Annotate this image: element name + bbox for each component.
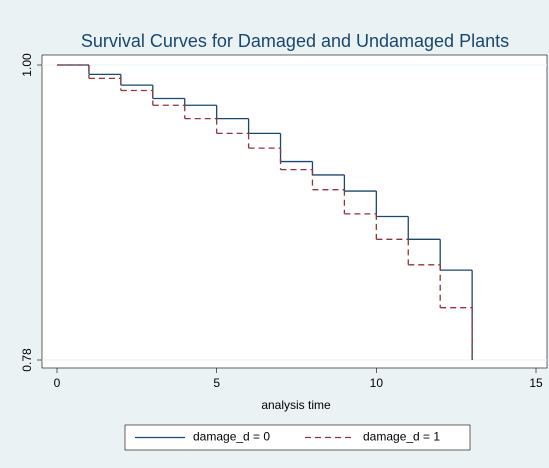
legend-label: damage_d = 0: [193, 430, 270, 444]
legend-label: damage_d = 1: [363, 430, 440, 444]
chart-title: Survival Curves for Damaged and Undamage…: [81, 31, 509, 51]
y-tick-label: 0.78: [20, 348, 34, 372]
plot-area: [41, 54, 548, 369]
x-tick-label: 5: [213, 376, 220, 390]
x-tick-label: 15: [529, 376, 543, 390]
x-tick-label: 10: [370, 376, 384, 390]
x-tick-label: 0: [54, 376, 61, 390]
x-axis-label: analysis time: [261, 398, 331, 412]
y-tick-label: 1.00: [20, 53, 34, 77]
